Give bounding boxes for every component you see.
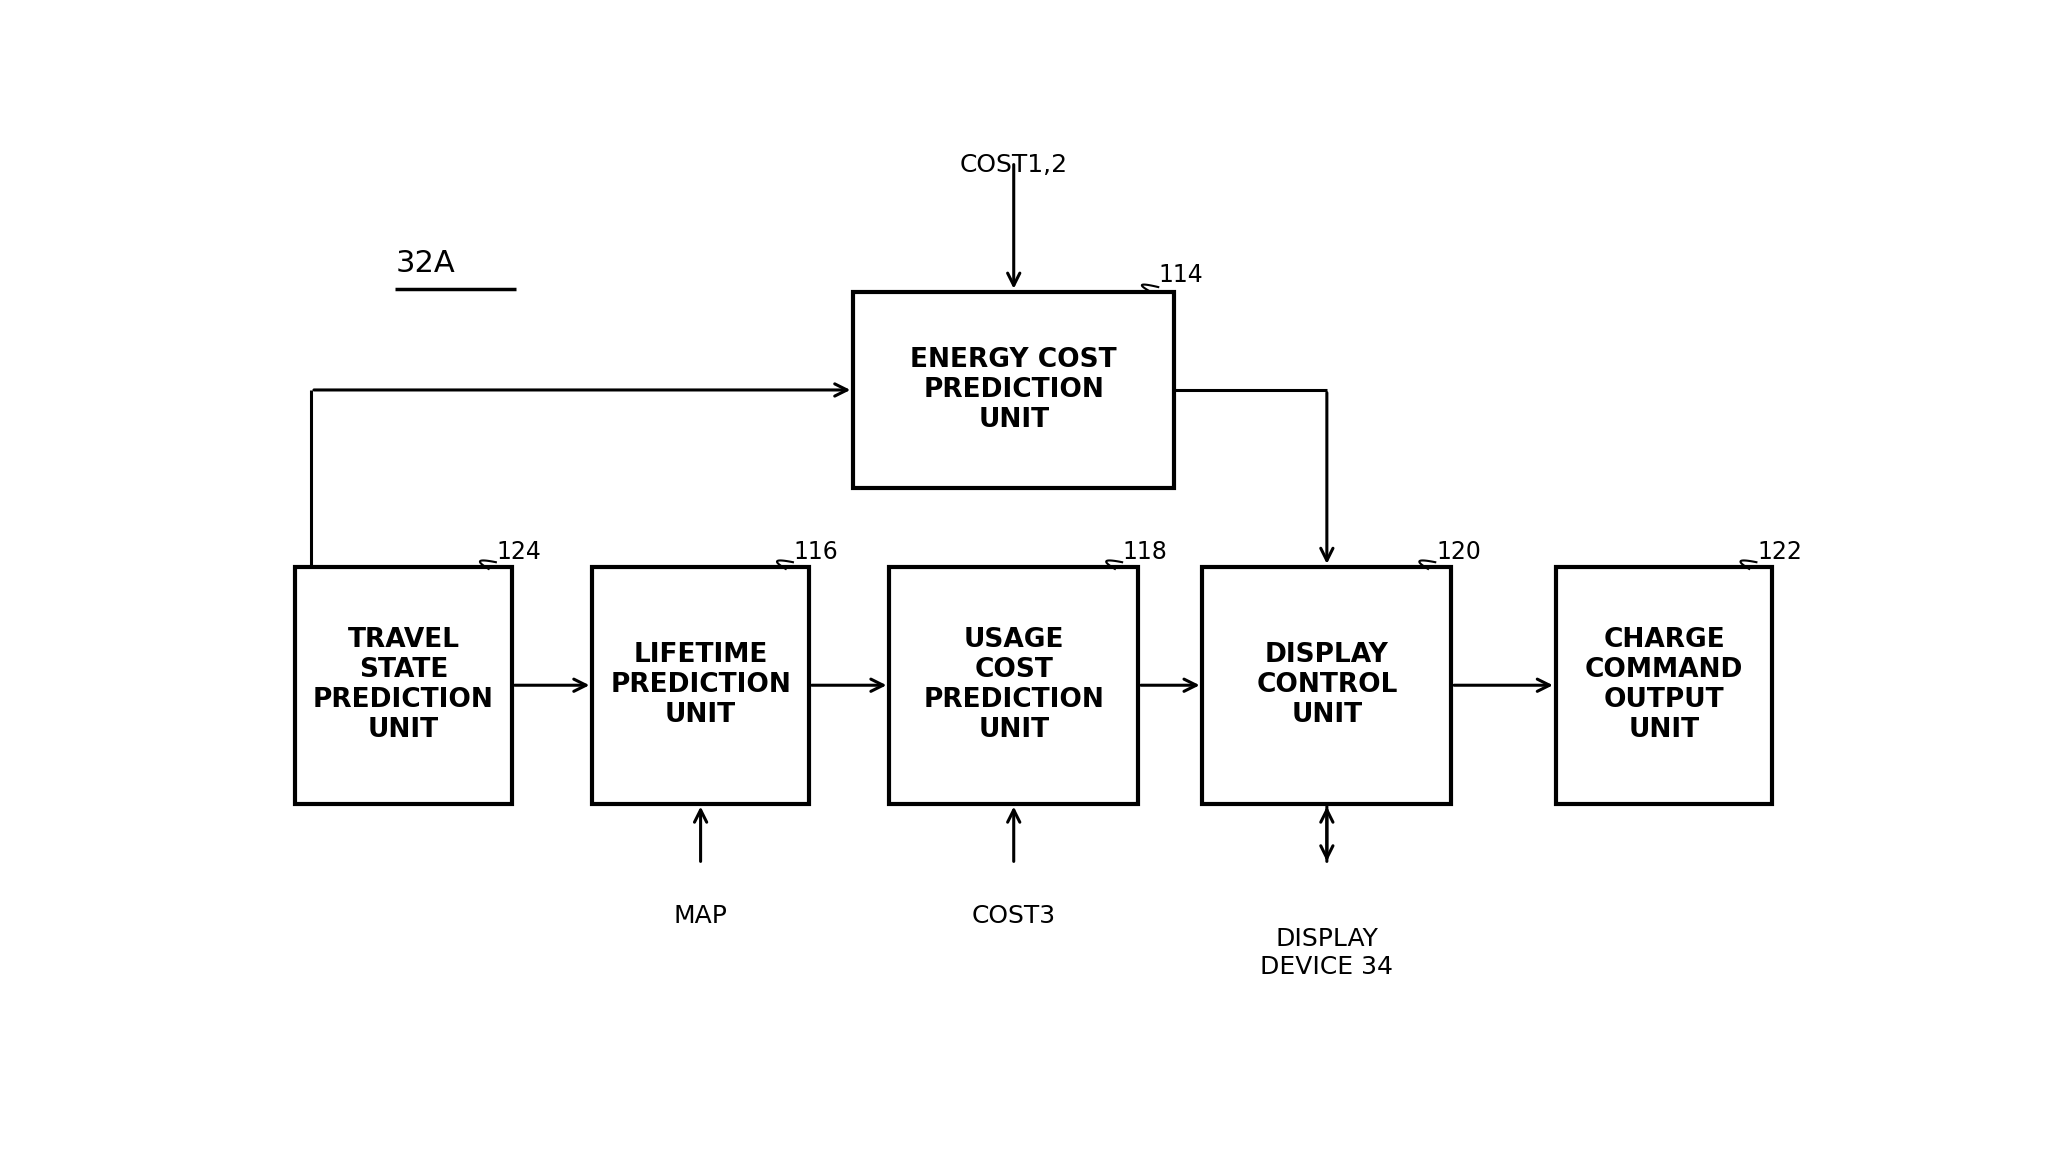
Text: TRAVEL
STATE
PREDICTION
UNIT: TRAVEL STATE PREDICTION UNIT: [313, 627, 493, 744]
Text: 114: 114: [1158, 263, 1204, 287]
Text: 120: 120: [1436, 540, 1481, 565]
Text: USAGE
COST
PREDICTION
UNIT: USAGE COST PREDICTION UNIT: [924, 627, 1104, 744]
Bar: [294, 567, 512, 804]
Text: COST3: COST3: [972, 904, 1057, 928]
Bar: [889, 567, 1138, 804]
Text: 116: 116: [794, 540, 839, 565]
Text: DISPLAY
DEVICE 34: DISPLAY DEVICE 34: [1260, 927, 1392, 978]
Text: CHARGE
COMMAND
OUTPUT
UNIT: CHARGE COMMAND OUTPUT UNIT: [1585, 627, 1743, 744]
Text: COST1,2: COST1,2: [959, 153, 1067, 177]
Bar: [854, 292, 1175, 488]
Text: DISPLAY
CONTROL
UNIT: DISPLAY CONTROL UNIT: [1256, 643, 1397, 729]
Text: 32A: 32A: [396, 249, 456, 278]
Text: 122: 122: [1757, 540, 1803, 565]
Bar: [1202, 567, 1450, 804]
Text: 118: 118: [1123, 540, 1169, 565]
Text: MAP: MAP: [673, 904, 727, 928]
Text: LIFETIME
PREDICTION
UNIT: LIFETIME PREDICTION UNIT: [609, 643, 792, 729]
Bar: [1556, 567, 1772, 804]
Text: ENERGY COST
PREDICTION
UNIT: ENERGY COST PREDICTION UNIT: [910, 347, 1117, 433]
Text: 124: 124: [497, 540, 541, 565]
Bar: [593, 567, 808, 804]
